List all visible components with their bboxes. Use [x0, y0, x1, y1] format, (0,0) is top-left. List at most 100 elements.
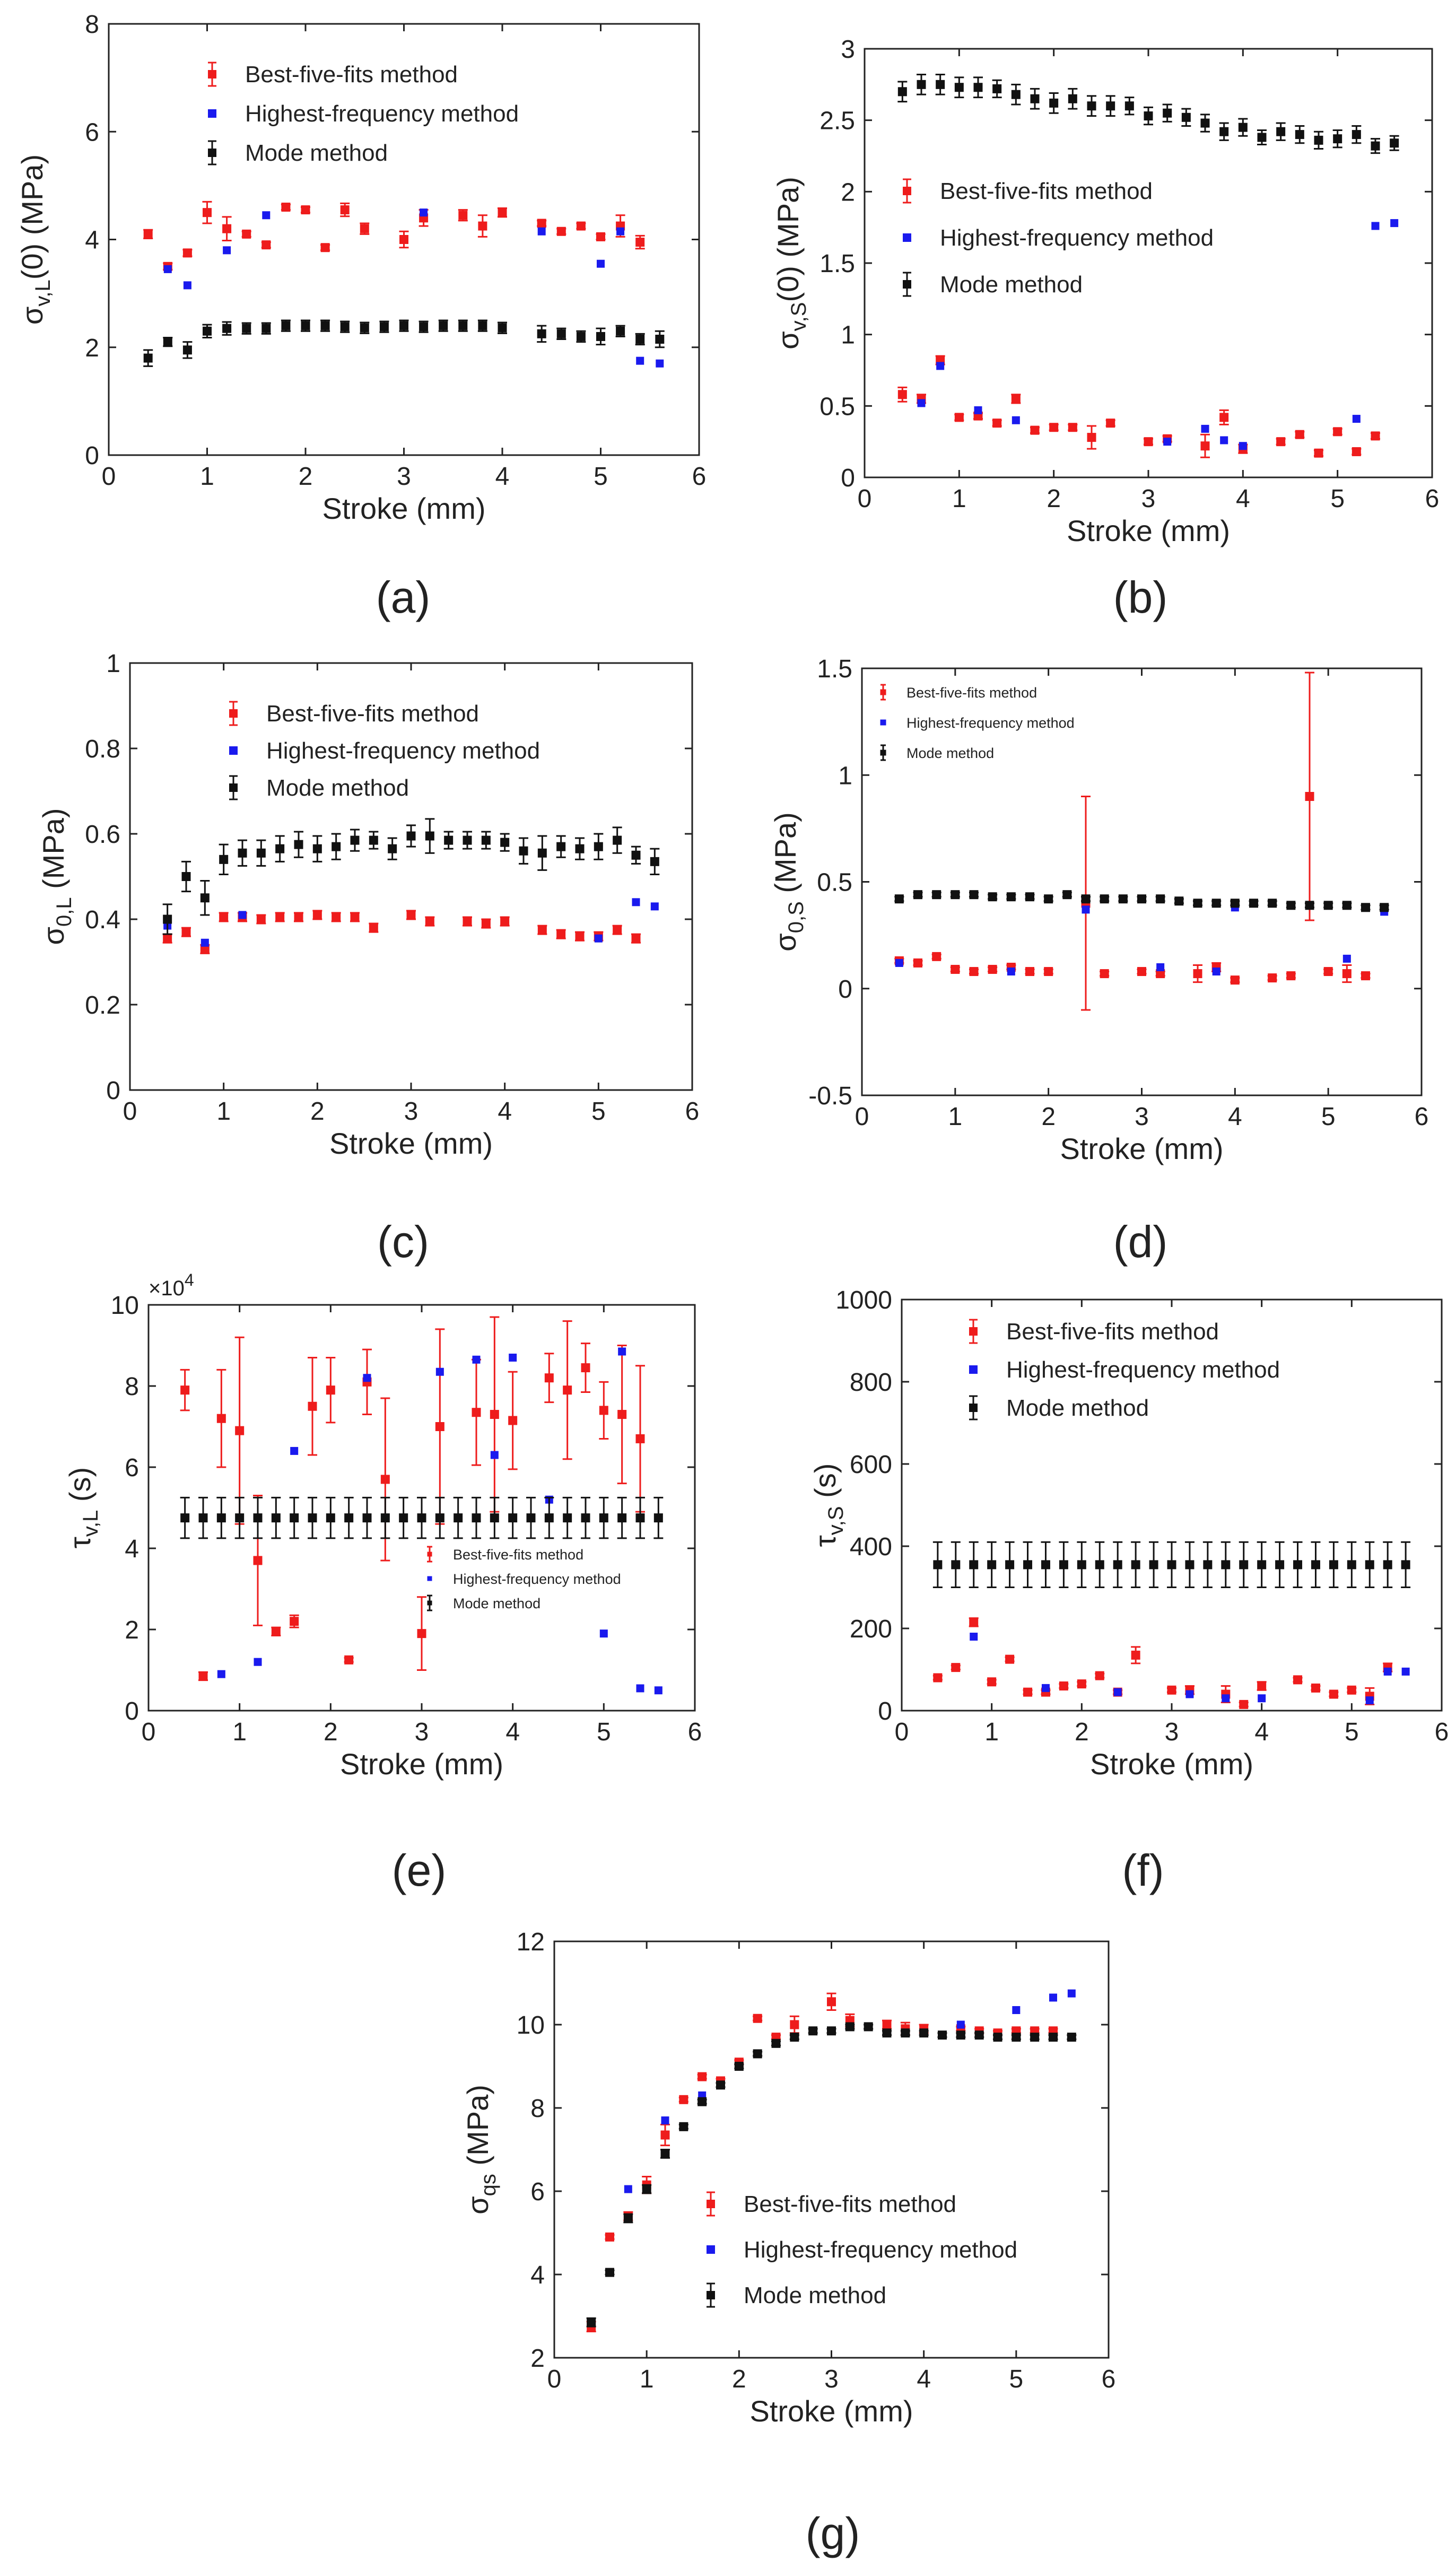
data-point	[1049, 423, 1059, 432]
data-point	[1305, 792, 1314, 801]
legend-a: Best-five-fits method Highest-frequency m…	[208, 62, 519, 166]
data-point	[1352, 447, 1361, 457]
data-point	[1081, 894, 1091, 904]
data-point	[618, 1347, 626, 1356]
x-tick-label: 2	[1047, 485, 1061, 513]
y-tick-label: 0	[85, 442, 99, 470]
x-tick-label: 3	[397, 463, 411, 491]
series-mode	[932, 1541, 1411, 1588]
data-point	[895, 958, 903, 967]
data-point	[326, 1385, 335, 1395]
data-point	[537, 227, 546, 236]
data-point	[143, 353, 153, 363]
data-point	[1087, 101, 1096, 111]
data-point	[1268, 973, 1277, 983]
data-point	[1365, 1696, 1374, 1705]
data-point	[472, 1355, 481, 1364]
data-point	[262, 211, 271, 220]
legend-label-best: Best-five-fits method	[245, 62, 458, 88]
data-point	[919, 2028, 929, 2038]
data-point	[498, 208, 507, 217]
legend-c: Best-five-fits method Highest-frequency m…	[229, 701, 540, 801]
x-tick-label: 5	[1009, 2365, 1023, 2393]
legend-label-best: Best-five-fits method	[940, 178, 1153, 204]
x-tick-label: 6	[1415, 1103, 1429, 1131]
y-axis-label: σv,S(0) (MPa)	[771, 177, 810, 350]
data-point	[537, 329, 546, 338]
chart-panel-a: 0 1 2 3 4 5 6 0 2 4 6 8 Stroke (mm) σv,L(0) (MPa) Best…	[15, 11, 706, 622]
data-point	[1095, 1560, 1104, 1570]
data-point	[363, 1374, 371, 1382]
data-point	[974, 406, 982, 414]
x-tick-label: 0	[123, 1097, 137, 1126]
data-point	[599, 1513, 608, 1523]
x-axis-label: Stroke (mm)	[340, 1747, 503, 1781]
x-axis-label: Stroke (mm)	[322, 492, 486, 525]
y-tick-label: 8	[530, 2095, 545, 2123]
data-point	[1390, 219, 1399, 228]
data-point	[1352, 415, 1361, 423]
data-point	[1257, 133, 1267, 142]
data-point	[1106, 419, 1115, 428]
chart-panel-c: 0 1 2 3 4 5 6 0 0.2 0.4 0.6 0.8 1 Stroke (mm) σ0,L (MP…	[37, 650, 699, 1267]
data-point	[992, 84, 1002, 93]
legend-label-best: Best-five-fits method	[744, 2191, 956, 2217]
data-point	[320, 243, 330, 252]
y-tick-label: 800	[850, 1369, 892, 1397]
series-highest	[895, 903, 1389, 976]
data-point	[254, 1658, 262, 1666]
x-tick-label: 6	[685, 1097, 700, 1126]
data-point	[1059, 1560, 1068, 1570]
data-point	[1286, 971, 1296, 981]
data-point	[406, 831, 416, 841]
data-point	[163, 914, 172, 924]
data-point	[617, 1410, 627, 1419]
data-point	[380, 1475, 390, 1484]
data-point	[180, 1385, 190, 1395]
axis-multiplier-base: ×10	[149, 1277, 185, 1300]
y-tick-label: 6	[530, 2178, 545, 2206]
data-point	[936, 80, 945, 89]
data-point	[917, 399, 926, 407]
data-point	[987, 1677, 997, 1687]
series-mode	[143, 319, 665, 367]
data-point	[1311, 1683, 1320, 1693]
data-point	[216, 1414, 226, 1423]
y-tick-label: 0.5	[817, 869, 852, 897]
data-point	[275, 844, 285, 853]
y-axis-label: σ0,L (MPa)	[37, 808, 76, 945]
data-point	[563, 1385, 572, 1395]
data-point	[613, 925, 622, 935]
data-point	[1230, 899, 1240, 908]
data-point	[435, 1422, 444, 1431]
data-point	[481, 919, 491, 928]
data-point	[1219, 127, 1229, 136]
legend-marker-highest	[903, 233, 911, 242]
data-point	[1106, 101, 1115, 111]
data-point	[200, 944, 210, 954]
data-point	[1174, 896, 1184, 906]
y-tick-label: 0.8	[85, 735, 120, 763]
data-point	[913, 890, 922, 900]
x-tick-label: 1	[200, 463, 214, 491]
series-mode	[894, 890, 1389, 912]
series-mode	[180, 1496, 664, 1539]
x-tick-label: 4	[917, 2365, 931, 2393]
data-point	[650, 857, 659, 866]
data-point	[613, 835, 622, 845]
x-tick-label: 3	[1165, 1718, 1179, 1746]
data-point	[1087, 433, 1096, 442]
panel-label-d: (d)	[1113, 1217, 1168, 1267]
data-point	[1323, 901, 1333, 910]
data-point	[576, 221, 586, 231]
data-point	[537, 925, 547, 935]
data-point	[308, 1401, 317, 1411]
legend-e: Best-five-fits method Highest-frequency m…	[427, 1546, 621, 1611]
data-point	[938, 2030, 947, 2040]
legend-label-best: Best-five-fits method	[906, 685, 1037, 701]
legend-marker-mode	[903, 280, 911, 289]
data-point	[508, 1416, 518, 1425]
legend-label-highest: Highest-frequency method	[744, 2237, 1017, 2263]
data-point	[1401, 1667, 1410, 1676]
data-point	[605, 2232, 614, 2242]
